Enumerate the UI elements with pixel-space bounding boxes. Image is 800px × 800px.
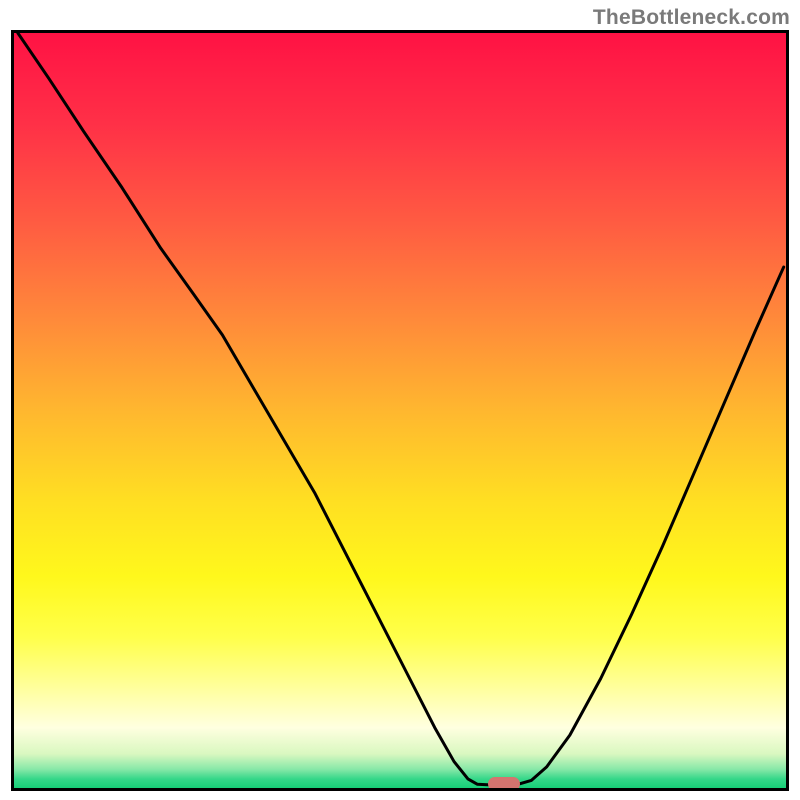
- bottleneck-curve: [14, 33, 786, 788]
- attribution-text: TheBottleneck.com: [593, 6, 790, 30]
- optimal-point-marker: [488, 777, 520, 791]
- chart-frame: [11, 30, 789, 791]
